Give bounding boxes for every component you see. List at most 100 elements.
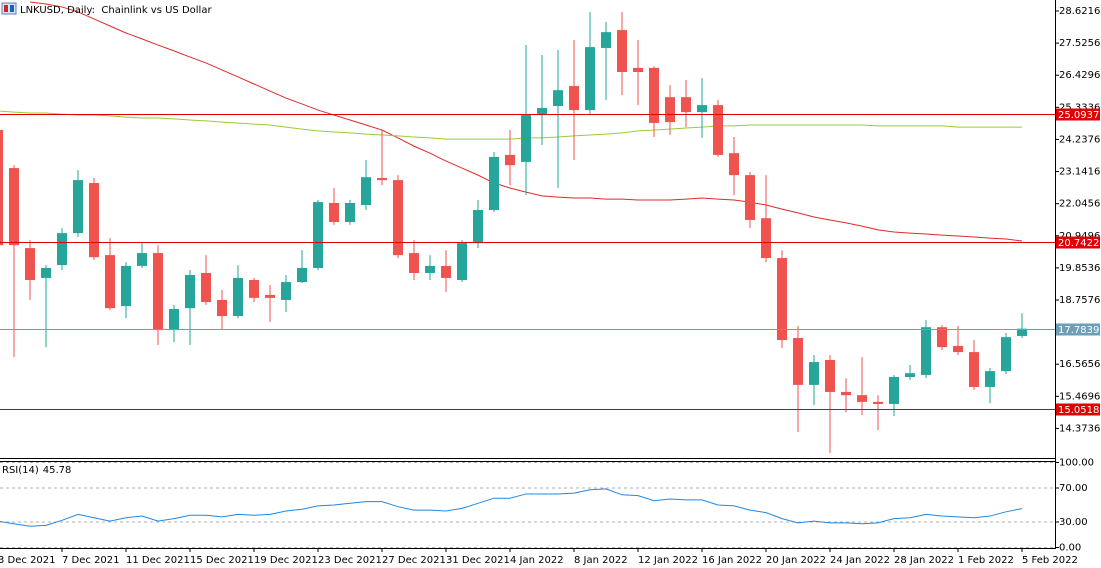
price-level-label: 17.78391 — [1058, 325, 1101, 336]
icon-frame — [1, 2, 17, 15]
candle-body — [777, 258, 787, 341]
price-level-label: 20.74224 — [1058, 238, 1101, 249]
candle-body — [25, 248, 35, 281]
candle-body — [73, 180, 83, 234]
rsi-plot — [0, 462, 1055, 548]
y-tick-label: 18.75760 — [1059, 295, 1101, 306]
candle-body — [185, 275, 195, 309]
candle-body — [281, 282, 291, 300]
candle-body — [153, 253, 163, 331]
price-level-label: 25.09370 — [1058, 110, 1101, 121]
moving-average — [0, 110, 1022, 140]
candle-body — [889, 376, 899, 404]
candle-body — [841, 391, 851, 396]
y-tick-label: 0.00 — [1059, 543, 1081, 554]
y-tick-label: 100.00 — [1059, 458, 1094, 469]
candle-body — [137, 253, 147, 266]
candle-body — [809, 362, 819, 385]
candle-body — [57, 233, 67, 266]
icon-part — [10, 5, 14, 12]
x-tick-label: 24 Jan 2022 — [830, 555, 890, 566]
candle-body — [1017, 328, 1027, 336]
x-tick-label: 5 Feb 2022 — [1022, 555, 1078, 566]
rsi-last-value: 45.78 — [43, 465, 72, 476]
y-tick-label: 15.46960 — [1059, 391, 1101, 402]
y-tick-label: 70.00 — [1059, 483, 1088, 494]
candle-body — [1001, 337, 1011, 372]
candle-body — [425, 265, 435, 273]
candle-body — [665, 97, 675, 123]
candle-body — [169, 309, 179, 331]
icon-part — [4, 5, 8, 12]
candle-body — [953, 345, 963, 353]
x-tick-label: 11 Dec 2021 — [126, 555, 190, 566]
candle-body — [105, 255, 115, 309]
candle-body — [697, 105, 707, 113]
price-level-box — [1056, 403, 1100, 416]
y-tick-label: 14.37360 — [1059, 423, 1101, 434]
y-tick-label: 19.85360 — [1059, 263, 1101, 274]
symbol-icon — [1, 2, 17, 15]
candle-body — [41, 267, 51, 278]
candle-body — [329, 202, 339, 222]
y-tick-label: 28.62160 — [1059, 6, 1101, 17]
y-tick-label: 22.04560 — [1059, 199, 1101, 210]
x-tick-label: 28 Jan 2022 — [894, 555, 954, 566]
candle-body — [585, 47, 595, 111]
rsi-name: RSI(14) — [2, 465, 39, 476]
y-tick-label: 23.14160 — [1059, 167, 1101, 178]
main-plot — [0, 1, 1055, 454]
candle-body — [825, 359, 835, 392]
price-level-label: 15.05187 — [1058, 405, 1101, 416]
candle-body — [745, 175, 755, 220]
y-tick-label: 24.23760 — [1059, 134, 1101, 145]
candle-body — [569, 86, 579, 111]
candle-body — [457, 243, 467, 281]
candle-body — [617, 30, 627, 72]
x-tick-label: 7 Dec 2021 — [62, 555, 120, 566]
candle-body — [265, 294, 275, 298]
candle-body — [681, 97, 691, 113]
candle-body — [489, 156, 499, 210]
candle-body — [713, 105, 723, 155]
candle-body — [89, 183, 99, 258]
candle-body — [921, 327, 931, 375]
candle-body — [9, 168, 19, 246]
candle-body — [521, 115, 531, 162]
candle-body — [505, 154, 515, 166]
y-tick-label: 16.56560 — [1059, 359, 1101, 370]
candle-body — [553, 90, 563, 106]
candle-body — [361, 177, 371, 206]
x-tick-label: 4 Jan 2022 — [510, 555, 564, 566]
candle-body — [0, 129, 3, 246]
candle-body — [249, 280, 259, 298]
x-tick-label: 31 Dec 2021 — [446, 555, 510, 566]
candle-body — [601, 32, 611, 48]
candle-body — [985, 371, 995, 387]
candle-body — [345, 202, 355, 222]
candle-body — [313, 202, 323, 268]
candle-body — [201, 272, 211, 302]
candle-body — [729, 153, 739, 176]
candle-body — [873, 401, 883, 404]
candle-body — [857, 395, 867, 402]
candle-body — [937, 327, 947, 348]
candle-body — [905, 373, 915, 377]
candle-body — [969, 352, 979, 387]
candle-body — [377, 178, 387, 181]
y-tick-label: 20.94960 — [1059, 231, 1101, 242]
x-tick-label: 23 Dec 2021 — [318, 555, 382, 566]
y-tick-label: 30.00 — [1059, 517, 1088, 528]
x-tick-label: 8 Jan 2022 — [574, 555, 628, 566]
candle-body — [761, 218, 771, 259]
x-tick-label: 12 Jan 2022 — [638, 555, 698, 566]
candle-body — [649, 67, 659, 123]
candle-body — [537, 108, 547, 116]
price-level-box — [1056, 236, 1100, 249]
candle-body — [473, 209, 483, 244]
chart-title: LNKUSD, Daily: Chainlink vs US Dollar — [20, 5, 212, 16]
candle-body — [793, 338, 803, 385]
